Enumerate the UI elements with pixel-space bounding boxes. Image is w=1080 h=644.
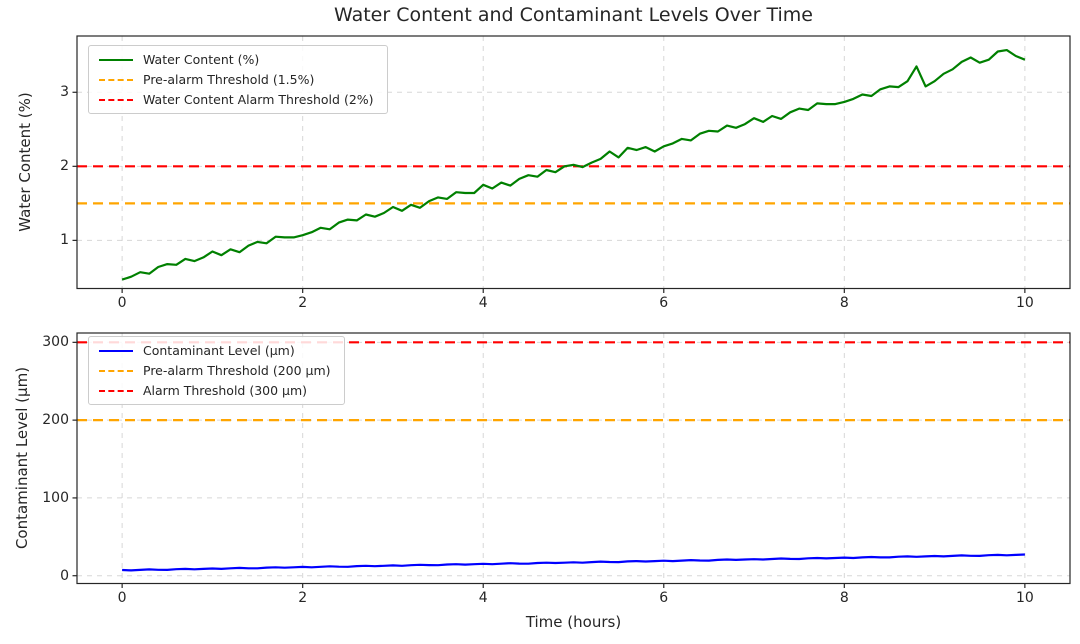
y-tick-label: 200	[42, 412, 69, 429]
legend-contaminant: Contaminant Level (µm) Pre-alarm Threshol…	[88, 336, 345, 405]
x-tick-label: 6	[659, 294, 669, 311]
legend-water-content: Water Content (%) Pre-alarm Threshold (1.…	[88, 45, 388, 114]
x-axis-label-time: Time (hours)	[525, 613, 622, 631]
legend-item: Contaminant Level (µm)	[99, 343, 331, 358]
x-tick-label: 6	[659, 589, 669, 606]
legend-item: Alarm Threshold (300 µm)	[99, 383, 331, 398]
legend-line-swatch	[99, 349, 133, 352]
legend-item: Water Content (%)	[99, 52, 374, 67]
x-tick-label: 10	[1015, 294, 1034, 311]
legend-line-swatch	[99, 78, 133, 81]
y-tick-label: 0	[60, 567, 69, 584]
y-tick-label: 300	[42, 334, 69, 351]
legend-item: Pre-alarm Threshold (1.5%)	[99, 72, 374, 87]
legend-line-swatch	[99, 98, 133, 101]
legend-item: Water Content Alarm Threshold (2%)	[99, 92, 374, 107]
y-tick-label: 100	[42, 489, 69, 506]
chart-title: Water Content and Contaminant Levels Ove…	[334, 4, 813, 26]
legend-label: Contaminant Level (µm)	[143, 343, 295, 358]
legend-label: Water Content Alarm Threshold (2%)	[143, 92, 374, 107]
y-tick-label: 1	[60, 232, 69, 249]
legend-line-swatch	[99, 58, 133, 61]
plot-spines	[76, 332, 1071, 585]
water-content-plot	[72, 35, 1071, 293]
y-tick-label: 3	[60, 84, 69, 101]
legend-label: Alarm Threshold (300 µm)	[143, 383, 308, 398]
x-tick-label: 0	[117, 294, 127, 311]
legend-item: Pre-alarm Threshold (200 µm)	[99, 363, 331, 378]
x-tick-label: 4	[478, 589, 488, 606]
legend-label: Pre-alarm Threshold (200 µm)	[143, 363, 331, 378]
legend-label: Pre-alarm Threshold (1.5%)	[143, 72, 315, 87]
x-tick-label: 2	[298, 294, 308, 311]
contaminant-level-line	[122, 553, 1025, 572]
y-axis-label-contaminant: Contaminant Level (µm)	[13, 366, 31, 550]
x-tick-label: 4	[478, 294, 488, 311]
legend-line-swatch	[99, 369, 133, 372]
x-tick-label: 8	[839, 589, 849, 606]
x-tick-label: 10	[1015, 589, 1034, 606]
x-tick-label: 2	[298, 589, 308, 606]
x-tick-label: 0	[117, 589, 127, 606]
x-tick-label: 8	[839, 294, 849, 311]
legend-line-swatch	[99, 389, 133, 392]
water-content-line	[121, 48, 1026, 281]
y-tick-label: 2	[60, 158, 69, 175]
plot-spines	[76, 35, 1071, 290]
legend-label: Water Content (%)	[143, 52, 260, 67]
